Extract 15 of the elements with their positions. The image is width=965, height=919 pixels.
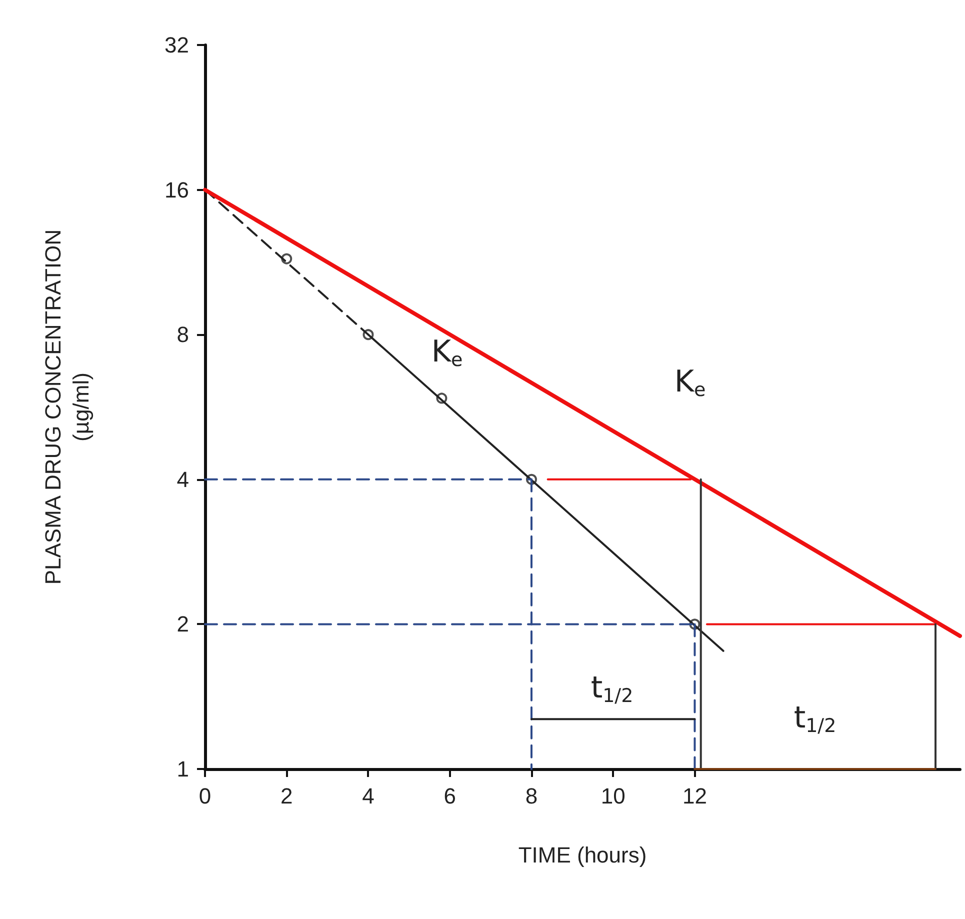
y-tick-label: 4: [176, 466, 189, 492]
y-tick-label: 32: [164, 32, 189, 58]
x-tick-label: 4: [362, 784, 374, 808]
x-tick-label: 0: [198, 784, 212, 808]
y-axis-title: PLASMA DRUG CONCENTRATION (µg/ml): [40, 229, 94, 585]
y-tick-label: 16: [164, 177, 189, 202]
y-tick-label: 8: [176, 322, 189, 348]
y-tick-label: 1: [176, 756, 189, 782]
x-tick-label: 12: [682, 784, 707, 808]
x-axis-title: TIME (hours): [518, 842, 647, 868]
y-tick-label: 2: [176, 612, 189, 637]
x-tick-label: 2: [280, 784, 293, 808]
x-tick-label: 10: [600, 784, 626, 808]
x-tick-label: 6: [444, 784, 456, 808]
x-tick-label: 8: [525, 784, 538, 808]
